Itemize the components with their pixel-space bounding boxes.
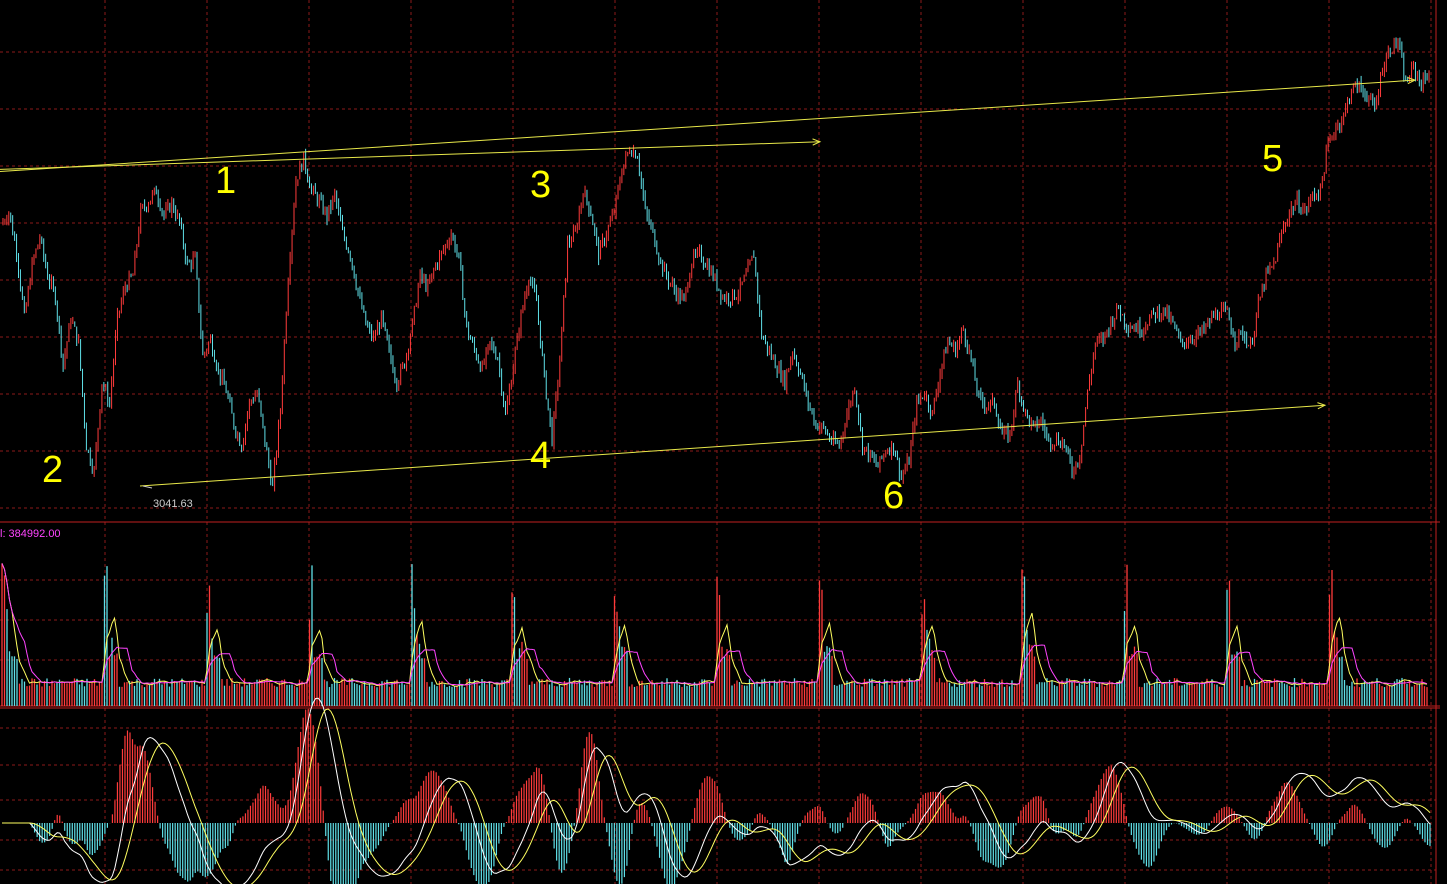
volume-ma-magenta [1,563,1428,686]
trendline-arrow [1407,77,1417,85]
low-marker-tick [142,485,153,489]
macd-slow-line [2,708,1431,884]
price-panel [2,37,1430,492]
volume-ma-yellow [1,563,1428,687]
wave-label-5: 5 [1262,138,1283,180]
trendline-arrow [1317,402,1327,410]
low-price-marker: 3041.63 [153,498,193,510]
trendline-2 [139,404,1326,487]
wave-label-3: 3 [530,164,551,206]
oscillator-panel [2,697,1431,884]
wave-label-2: 2 [42,449,63,491]
wave-label-6: 6 [883,475,904,517]
volume-panel [1,563,1428,706]
wave-labels: 1 2 3 4 5 6 3041.63 l: 384992.00 [0,138,1283,540]
wave-label-4: 4 [530,435,551,477]
trendline-1 [0,79,1416,172]
wave-label-1: 1 [215,160,236,202]
trend-lines [0,77,1417,489]
trendline-arrow [812,138,822,146]
trendline-0 [0,141,821,170]
volume-header: l: 384992.00 [0,528,61,540]
macd-fast-line [2,697,1431,884]
